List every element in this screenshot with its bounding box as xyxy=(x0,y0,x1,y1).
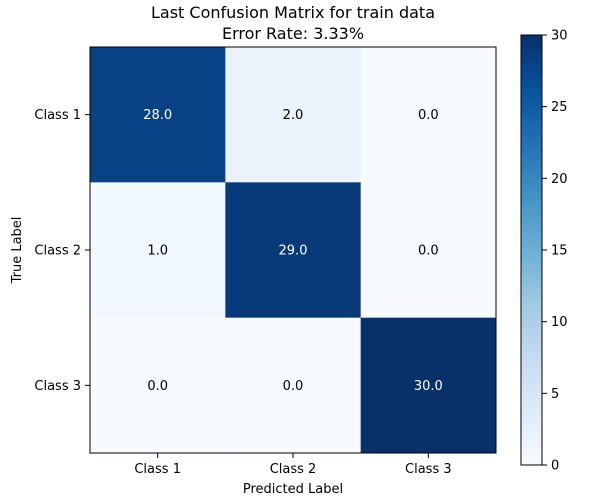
y-tick-label: Class 2 xyxy=(34,244,81,259)
x-tick-label: Class 1 xyxy=(134,462,181,477)
colorbar-ticks: 0 5 10 15 20 25 30 xyxy=(542,29,568,474)
y-axis-ticks: Class 1 Class 2 Class 3 xyxy=(34,108,90,394)
matrix-cell-labels: 28.0 2.0 0.0 1.0 29.0 0.0 0.0 0.0 30.0 xyxy=(143,108,443,394)
matrix-cells xyxy=(90,47,497,454)
colorbar-tick-label: 20 xyxy=(551,172,568,187)
x-axis-label: Predicted Label xyxy=(243,482,343,497)
matrix-cell xyxy=(90,47,226,183)
cell-value-label: 1.0 xyxy=(147,244,168,259)
matrix-cell xyxy=(90,182,226,319)
cell-value-label: 0.0 xyxy=(283,379,304,394)
colorbar-tick-label: 5 xyxy=(551,387,559,402)
colorbar-tick-label: 30 xyxy=(551,29,568,44)
cell-value-label: 0.0 xyxy=(418,108,439,123)
matrix-cell xyxy=(225,317,362,454)
colorbar-tick-label: 0 xyxy=(551,459,559,474)
matrix-cell xyxy=(90,317,226,454)
colorbar-tick-label: 15 xyxy=(551,244,568,259)
cell-value-label: 0.0 xyxy=(147,379,168,394)
cell-value-label: 28.0 xyxy=(143,108,172,123)
matrix-cell xyxy=(225,47,362,183)
matrix-cell xyxy=(360,47,497,183)
matrix-cell xyxy=(360,182,497,319)
x-axis-ticks: Class 1 Class 2 Class 3 xyxy=(134,453,452,477)
cell-value-label: 30.0 xyxy=(414,379,443,394)
x-tick-label: Class 2 xyxy=(270,462,317,477)
matrix-cell xyxy=(360,317,497,454)
y-axis-label: True Label xyxy=(10,217,25,285)
x-tick-label: Class 3 xyxy=(405,462,452,477)
cell-value-label: 0.0 xyxy=(418,244,439,259)
cell-value-label: 29.0 xyxy=(279,244,308,259)
y-tick-label: Class 3 xyxy=(34,379,81,394)
chart-subtitle: Error Rate: 3.33% xyxy=(222,24,364,43)
chart-title: Last Confusion Matrix for train data xyxy=(151,3,435,22)
colorbar xyxy=(520,34,543,466)
cell-value-label: 2.0 xyxy=(283,108,304,123)
colorbar-tick-label: 25 xyxy=(551,100,568,115)
y-tick-label: Class 1 xyxy=(34,108,81,123)
colorbar-tick-label: 10 xyxy=(551,315,568,330)
matrix-cell xyxy=(225,182,362,319)
